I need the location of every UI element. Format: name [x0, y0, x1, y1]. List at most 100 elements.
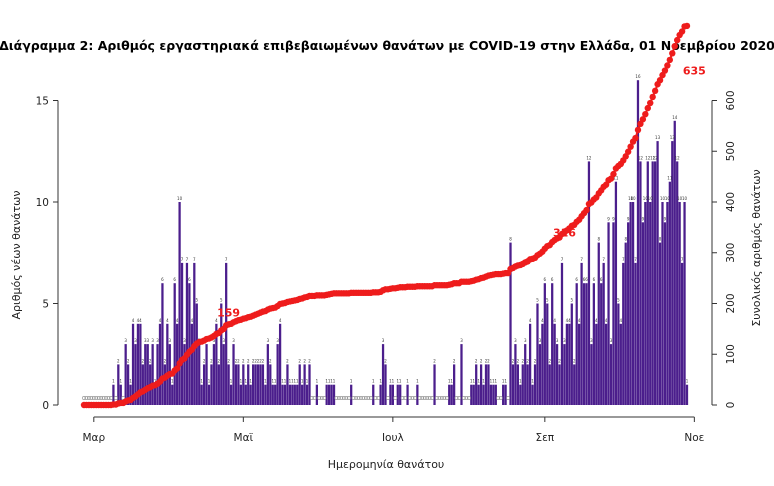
bar-value-label: 3 — [382, 338, 385, 343]
cumulative-point — [624, 148, 632, 155]
bar-value-label: 1 — [119, 379, 122, 384]
zero-day-marker — [461, 396, 466, 400]
bar-value-label: 10 — [631, 196, 637, 201]
bar-value-label: 4 — [553, 318, 556, 323]
right-y-axis: 0 100 200 300 400 500 600 — [711, 90, 737, 408]
bar — [646, 161, 649, 405]
bar-value-label: 7 — [602, 257, 605, 262]
bar-value-label: 5 — [536, 298, 539, 303]
bar — [685, 384, 689, 405]
bar-value-label: 7 — [225, 257, 228, 262]
bar-value-label: 1 — [200, 379, 203, 384]
zero-day-marker — [417, 396, 422, 400]
bar — [511, 364, 515, 405]
right-tick-label: 300 — [725, 243, 737, 263]
bar-value-label: 1 — [328, 379, 331, 384]
bar-value-label: 2 — [149, 358, 152, 363]
bar-value-label: 1 — [154, 379, 157, 384]
bar — [271, 384, 274, 405]
bar — [582, 283, 586, 405]
zero-day-marker — [400, 396, 405, 400]
bar — [546, 303, 549, 405]
right-tick-label: 100 — [725, 344, 737, 364]
bar — [296, 384, 299, 405]
bar — [173, 283, 176, 405]
bar-value-label: 1 — [289, 379, 292, 384]
zero-day-marker — [457, 396, 461, 400]
cumulative-point — [632, 134, 639, 142]
cumulative-point — [583, 206, 590, 214]
bar — [475, 364, 478, 405]
bar — [129, 384, 132, 405]
bar — [249, 384, 252, 405]
bar — [350, 384, 353, 405]
bar-value-label: 4 — [568, 318, 571, 323]
bar — [131, 323, 135, 405]
bar-series — [112, 80, 689, 406]
bar-value-label: 2 — [485, 358, 488, 363]
bar-value-label: 4 — [132, 318, 135, 323]
bar-value-label: 2 — [127, 358, 130, 363]
bar-value-label: 10 — [665, 196, 671, 201]
bar — [119, 384, 122, 405]
bar-value-label: 1 — [482, 379, 485, 384]
zero-day-marker — [89, 396, 94, 400]
bar — [134, 344, 137, 405]
bar — [509, 242, 512, 405]
bar-value-label: 1 — [396, 379, 399, 384]
bar-value-label: 3 — [134, 338, 137, 343]
bar-value-label: 1 — [379, 379, 382, 384]
zero-day-marker — [437, 396, 442, 400]
bar — [639, 161, 642, 405]
bar-value-label: 3 — [213, 338, 216, 343]
zero-day-marker — [341, 396, 346, 400]
bar — [303, 364, 306, 405]
bar — [200, 384, 203, 405]
zero-day-marker — [506, 396, 511, 400]
bar — [565, 323, 569, 405]
bar-value-label: 1 — [392, 379, 395, 384]
zero-day-marker — [386, 396, 390, 400]
bar — [494, 384, 497, 405]
bar-value-label: 1 — [472, 379, 475, 384]
bar — [600, 283, 603, 405]
x-tick-label: Μαϊ — [234, 432, 254, 444]
bar-value-label: 7 — [186, 257, 189, 262]
bar — [259, 364, 262, 405]
zero-day-marker — [408, 396, 412, 400]
bar — [602, 262, 605, 405]
bar — [668, 181, 671, 405]
bar — [671, 141, 674, 405]
cumulative-point — [627, 143, 634, 150]
bar-value-label: 1 — [399, 379, 402, 384]
bar — [264, 384, 267, 405]
bar — [144, 344, 147, 405]
zero-day-marker — [84, 396, 89, 400]
bar — [158, 323, 162, 405]
bar-value-label: 6 — [173, 277, 176, 282]
bar-value-label: 5 — [546, 298, 549, 303]
bar — [487, 364, 490, 405]
bar — [663, 222, 667, 405]
bar — [269, 364, 272, 405]
bar-value-label: 4 — [139, 318, 142, 323]
bar — [242, 364, 245, 405]
x-tick-label: Ιουλ — [382, 432, 404, 444]
bar-value-label: 2 — [247, 358, 250, 363]
bar-value-label: 1 — [406, 379, 409, 384]
bar-value-label: 10 — [643, 196, 649, 201]
cumulative-annotation: 316 — [553, 227, 576, 240]
right-tick-label: 400 — [725, 192, 737, 212]
bar — [232, 344, 235, 405]
bar-value-label: 2 — [218, 358, 221, 363]
bar-value-label: 1 — [281, 379, 284, 384]
bar-value-label: 6 — [593, 277, 596, 282]
cumulative-point — [669, 50, 676, 57]
bar-value-label: 2 — [534, 358, 537, 363]
bar — [558, 364, 561, 405]
bar-value-label: 1 — [502, 379, 505, 384]
bar — [136, 323, 140, 405]
bar — [578, 323, 581, 405]
bar — [521, 364, 524, 405]
bar-value-label: 12 — [653, 155, 659, 160]
